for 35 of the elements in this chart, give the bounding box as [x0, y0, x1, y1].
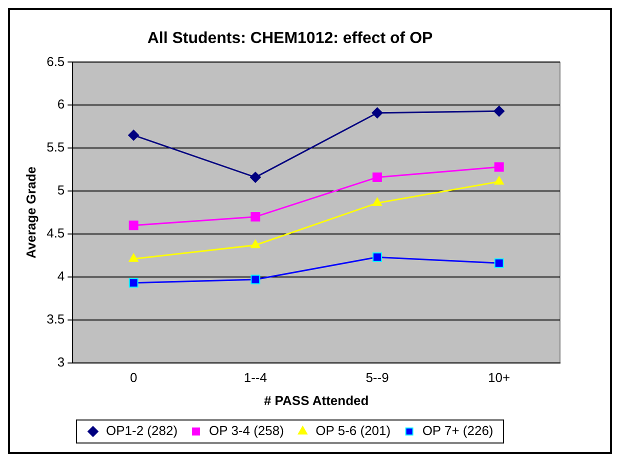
y-tick-label: 3 — [57, 354, 65, 370]
point — [494, 106, 505, 117]
legend-label: OP1-2 (282) — [106, 423, 178, 438]
x-axis-title: # PASS Attended — [264, 392, 369, 408]
point — [250, 240, 260, 248]
y-tick-label: 6.5 — [46, 54, 65, 69]
point — [128, 220, 138, 230]
point — [494, 176, 504, 185]
y-axis-title: Average Grade — [23, 166, 38, 259]
point — [250, 212, 260, 222]
y-tick-label: 3.5 — [46, 311, 65, 326]
point — [128, 130, 140, 141]
point — [128, 278, 138, 288]
x-tick-label: 1--4 — [244, 370, 267, 386]
x-tick-label: 10+ — [488, 370, 510, 386]
x-tick-label: 0 — [130, 370, 138, 386]
point — [250, 172, 261, 183]
point — [372, 198, 382, 206]
chart-title: All Students: CHEM1012: effect of OP — [147, 30, 434, 48]
point — [372, 172, 382, 182]
y-tick-label: 6 — [57, 96, 65, 112]
legend-label: OP 5-6 (201) — [316, 423, 391, 438]
legend-label: OP 3-4 (258) — [209, 423, 284, 438]
legend-label: OP 7+ (226) — [422, 423, 494, 438]
point — [372, 107, 383, 118]
x-tick-label: 5--9 — [366, 370, 389, 386]
y-tick-label: 4 — [57, 268, 65, 284]
y-tick-label: 5.5 — [46, 140, 65, 155]
y-tick-label: 5 — [57, 182, 65, 198]
point — [250, 274, 260, 284]
point — [494, 162, 504, 172]
point — [128, 253, 138, 262]
point — [494, 258, 504, 268]
point — [372, 252, 382, 262]
y-tick-label: 4.5 — [46, 226, 65, 241]
